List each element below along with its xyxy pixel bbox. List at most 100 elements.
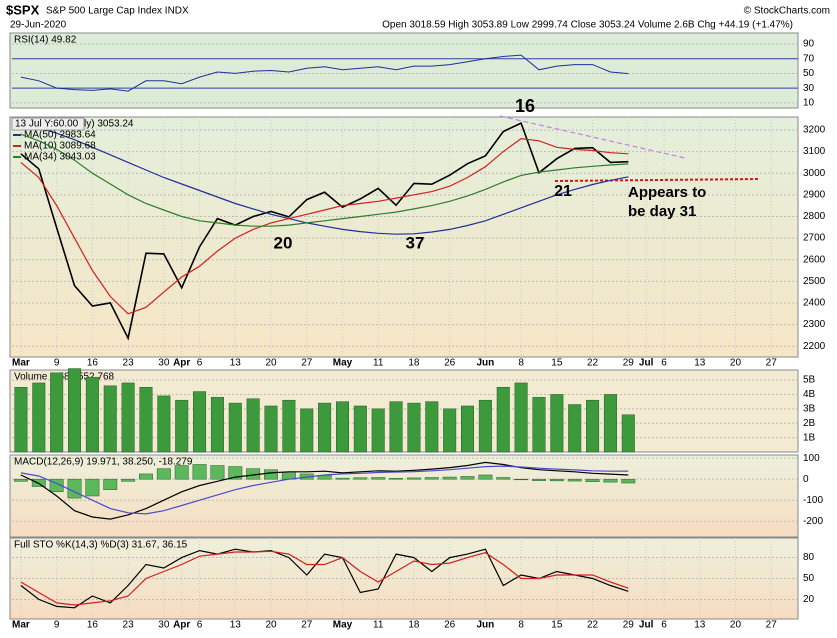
x-tick-label: 20: [730, 358, 742, 369]
bar: [193, 391, 207, 453]
x-tick-label: 15: [551, 620, 563, 631]
x-tick-label: 26: [444, 620, 456, 631]
y-tick-label: 2700: [803, 233, 826, 244]
x-tick-label: 16: [87, 358, 99, 369]
x-tick-label: 27: [301, 620, 313, 631]
line: [20, 133, 629, 227]
bar: [264, 469, 278, 480]
legend-entry: MA(10) 3089.68: [24, 141, 96, 152]
x-tick-label: 18: [408, 620, 420, 631]
bar: [478, 399, 492, 453]
bar: [139, 387, 153, 453]
x-tick-label: 23: [123, 620, 135, 631]
bar: [532, 397, 546, 453]
legend-entry: MA(34) 3043.03: [24, 152, 96, 163]
date: 29-Jun-2020: [10, 20, 67, 31]
y-tick-label: 5B: [803, 375, 816, 386]
annotation: 21: [554, 183, 572, 200]
bar: [406, 477, 421, 480]
y-tick-label: 2500: [803, 276, 826, 287]
bar: [85, 478, 100, 497]
bar: [50, 372, 64, 453]
x-tick-label: Apr: [173, 620, 190, 631]
x-tick-label: 13: [694, 358, 706, 369]
panel: [9, 32, 799, 109]
y-tick-label: 3B: [803, 403, 816, 414]
x-tick-label: 27: [766, 358, 778, 369]
bar: [443, 408, 457, 453]
x-tick-label: 23: [123, 358, 135, 369]
bar: [586, 399, 600, 453]
panel-title: Full STO %K(14,3) %D(3) 31.67, 36.15: [14, 540, 188, 551]
panel-title: RSI(14) 49.82: [14, 35, 77, 46]
bar: [282, 399, 296, 453]
bar: [246, 398, 260, 453]
bar: [210, 397, 224, 453]
line: [20, 465, 629, 515]
y-tick-label: 4B: [803, 389, 816, 400]
bar: [14, 387, 28, 453]
x-tick-label: May: [333, 620, 353, 631]
y-tick-label: 2B: [803, 418, 816, 429]
bar: [157, 395, 171, 453]
bar: [121, 478, 136, 482]
bar: [175, 399, 189, 453]
y-tick-label: 50: [803, 68, 815, 79]
bar: [461, 405, 475, 453]
line: [20, 550, 629, 606]
y-tick-label: 100: [803, 453, 820, 464]
bar: [460, 476, 475, 480]
bar: [139, 473, 153, 480]
bar: [514, 478, 529, 481]
y-tick-label: 50: [803, 573, 815, 584]
bar: [425, 401, 439, 453]
x-tick-label: 15: [551, 358, 563, 369]
x-tick-label: 11: [373, 620, 384, 631]
panel: [9, 116, 799, 358]
x-tick-label: 30: [158, 358, 170, 369]
y-tick-label: 90: [803, 39, 815, 50]
bar: [621, 414, 635, 453]
bar: [103, 385, 117, 453]
x-tick-label: Jun: [476, 620, 494, 631]
bar: [32, 382, 46, 453]
source: © StockCharts.com: [744, 6, 830, 17]
bar: [424, 477, 439, 480]
line: [20, 54, 629, 92]
tooltip-box: [11, 117, 85, 131]
x-tick-label: May: [333, 358, 353, 369]
bar: [228, 402, 242, 453]
annotation: 37: [406, 233, 425, 252]
support-line: [554, 178, 761, 182]
y-tick-label: -200: [803, 516, 823, 527]
bar: [371, 408, 385, 453]
bar: [568, 404, 582, 453]
x-tick-label: 16: [87, 620, 99, 631]
bar: [603, 478, 618, 483]
y-tick-label: -100: [803, 495, 823, 506]
bar: [156, 468, 171, 480]
x-tick-label: 13: [230, 620, 242, 631]
bar: [192, 464, 207, 480]
y-tick-label: 80: [803, 552, 815, 563]
y-tick-label: 2800: [803, 211, 826, 222]
panel-title: MACD(12,26,9) 19.971, 38.250, -18.279: [14, 457, 193, 468]
x-tick-label: Jul: [639, 358, 654, 369]
y-tick-label: 2400: [803, 298, 826, 309]
bar: [335, 401, 349, 453]
y-tick-label: 1B: [803, 432, 816, 443]
y-tick-label: 2200: [803, 341, 826, 352]
y-tick-label: 2900: [803, 189, 826, 200]
bar: [210, 465, 225, 480]
bar: [318, 402, 332, 453]
panel-title: Volume 2,587,552,768: [14, 372, 115, 383]
x-tick-label: Mar: [12, 620, 30, 631]
y-tick-label: 3200: [803, 125, 826, 136]
symbol: $SPX: [6, 2, 40, 17]
bar: [585, 478, 600, 482]
quote: Open 3018.59 High 3053.89 Low 2999.74 Cl…: [382, 20, 793, 31]
annotation: be day 31: [628, 203, 696, 220]
panel: [9, 454, 799, 538]
legend-entry: MA(50) 2983.64: [24, 130, 96, 141]
